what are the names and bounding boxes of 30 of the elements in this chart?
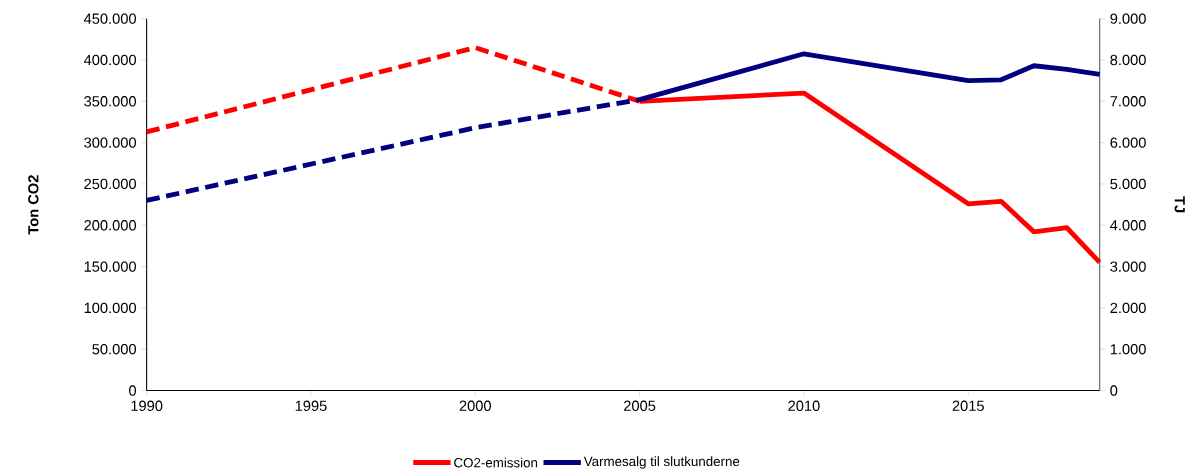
y2-tick-label: 2.000 (1110, 302, 1146, 313)
y-tick-label: 50.000 (92, 343, 136, 355)
y2-tick-label: 8.000 (1110, 54, 1146, 66)
x-tick-label: 2000 (459, 400, 491, 411)
x-tick-label: 1995 (295, 400, 327, 411)
y2-tick-label: 5.000 (1110, 178, 1146, 190)
y-tick-label: 150.000 (84, 261, 136, 272)
y2-tick-label: 7.000 (1110, 96, 1146, 107)
x-tick-label: 1990 (131, 400, 163, 411)
y-tick-label: 300.000 (84, 137, 136, 148)
y-tick-label: 200.000 (84, 219, 136, 231)
y-tick-label: 350.000 (84, 96, 136, 107)
y2-axis-title: TJ (1174, 196, 1185, 213)
y-tick-label: 450.000 (83, 13, 136, 24)
y2-tick-label: 9.000 (1110, 13, 1146, 24)
y-axis-title: Ton CO2 (28, 175, 39, 235)
legend-label: Varmesalg til slutkunderne (583, 456, 740, 469)
y2-tick-label: 6.000 (1110, 137, 1146, 148)
y2-tick-label: 4.000 (1110, 219, 1146, 231)
y-tick-label: 400.000 (83, 54, 136, 66)
y-tick-label: 0 (129, 385, 137, 396)
x-tick-label: 2010 (788, 400, 820, 411)
y2-tick-label: 0 (1110, 385, 1118, 396)
y2-tick-label: 3.000 (1110, 261, 1146, 272)
legend-label: CO2-emission (454, 457, 538, 468)
y-tick-label: 100.000 (84, 302, 136, 313)
x-tick-label: 2005 (624, 400, 656, 411)
y2-tick-label: 1.000 (1110, 343, 1146, 355)
y-tick-label: 250.000 (84, 178, 136, 190)
x-tick-label: 2015 (952, 400, 984, 411)
